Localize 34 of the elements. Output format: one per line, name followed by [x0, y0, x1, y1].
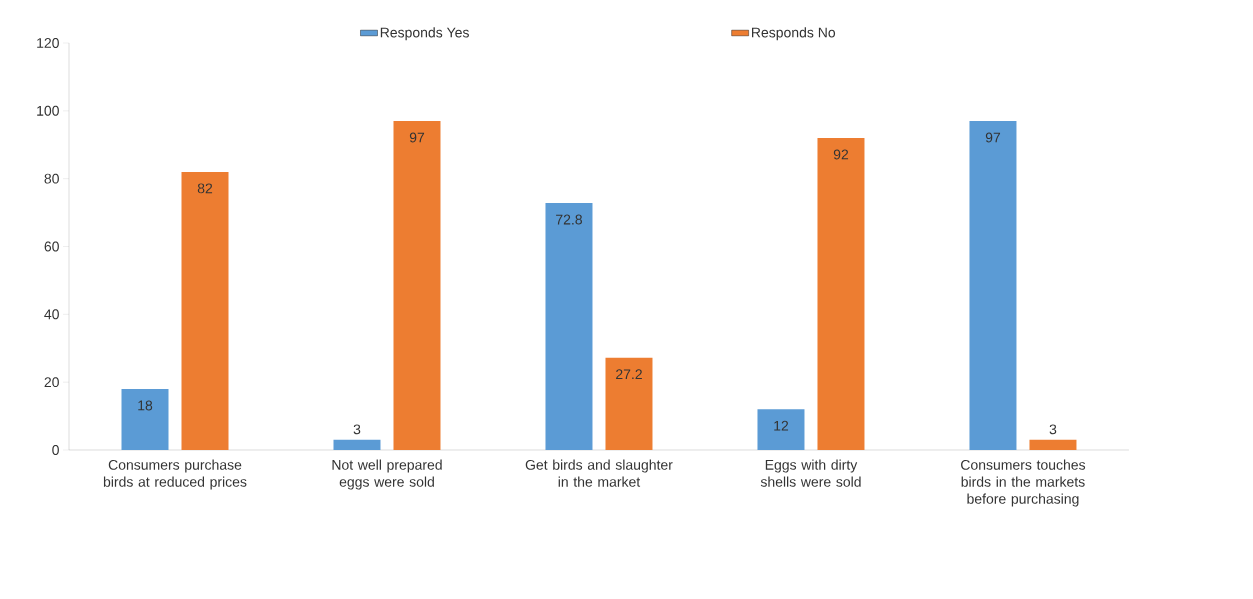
data-label: 97 [409, 132, 425, 143]
y-tick-label: 60 [44, 241, 59, 252]
x-tick-label: Not well prepared eggs were sold [332, 459, 442, 490]
bar [1029, 439, 1077, 450]
data-label: 27.2 [616, 369, 642, 380]
y-tick-label: 80 [44, 173, 59, 184]
data-label: 3 [353, 424, 361, 435]
bar [757, 409, 805, 450]
y-tick-label: 40 [44, 309, 59, 320]
bar [393, 121, 441, 450]
bar [605, 357, 653, 450]
bar [333, 439, 381, 450]
y-tick-label: 20 [44, 377, 59, 388]
x-tick-label: Eggs with dirty shells were sold [760, 459, 861, 487]
bar [969, 121, 1017, 450]
data-label: 92 [833, 149, 849, 160]
data-label: 82 [197, 183, 213, 194]
legend-label: Responds Yes [380, 27, 469, 41]
y-tick-label: 0 [52, 445, 59, 455]
x-tick-label: Consumers purchase birds at reduced prices [103, 459, 247, 490]
y-tick-label: 100 [37, 105, 59, 116]
x-tick-label: Consumers touches birds in the markets before purchasing [961, 459, 1086, 507]
data-label: 3 [1049, 424, 1057, 435]
data-label: 72.8 [556, 214, 582, 225]
data-label: 12 [774, 420, 789, 431]
bar [121, 388, 169, 450]
bar [181, 171, 229, 450]
y-tick-label: 120 [37, 38, 59, 48]
data-label: 18 [138, 400, 153, 411]
x-tick-label: Get birds and slaughter in the market [525, 459, 673, 487]
legend-label: Responds No [752, 27, 836, 41]
bar [817, 137, 865, 450]
bar [545, 203, 593, 450]
data-label: 97 [985, 132, 1001, 143]
